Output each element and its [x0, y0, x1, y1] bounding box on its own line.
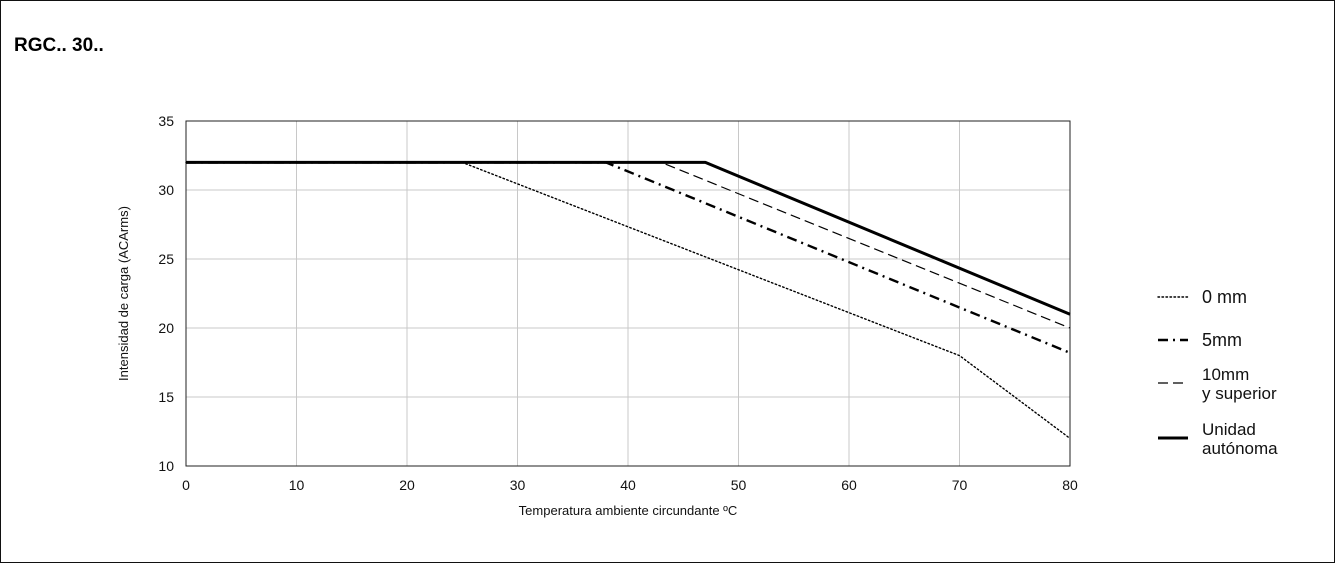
- y-axis-label: Intensidad de carga (ACArms): [116, 206, 131, 381]
- y-tick-label: 30: [158, 182, 174, 198]
- plot-area-border: [185, 120, 1071, 467]
- y-tick-label: 35: [158, 113, 174, 129]
- legend-label-3: Unidad: [1202, 420, 1256, 439]
- series-lines: [185, 160, 1071, 440]
- legend-label-1: 5mm: [1202, 330, 1242, 350]
- series-line-0: [185, 161, 1071, 440]
- x-tick-label: 20: [399, 477, 415, 493]
- x-tick-label: 70: [952, 477, 968, 493]
- y-tick-label: 10: [158, 458, 174, 474]
- x-tick-label: 80: [1062, 477, 1078, 493]
- x-tick-label: 50: [731, 477, 747, 493]
- y-tick-label: 20: [158, 320, 174, 336]
- figure-heading: RGC.. 30..: [14, 35, 104, 56]
- x-axis-ticks: 0 10 20 30 40 50 60 70 80: [182, 477, 1078, 493]
- x-axis-label: Temperatura ambiente circundante ºC: [519, 503, 738, 518]
- x-tick-label: 40: [620, 477, 636, 493]
- y-tick-label: 25: [158, 251, 174, 267]
- legend-label-2: y superior: [1202, 384, 1277, 403]
- x-tick-label: 0: [182, 477, 190, 493]
- legend-label-0: 0 mm: [1202, 287, 1247, 307]
- x-tick-label: 60: [841, 477, 857, 493]
- legend-label-3: autónoma: [1202, 439, 1278, 458]
- y-axis-ticks: 10 15 20 25 30 35: [158, 113, 174, 474]
- x-tick-label: 10: [289, 477, 305, 493]
- x-tick-label: 30: [510, 477, 526, 493]
- legend-label-2: 10mm: [1202, 365, 1249, 384]
- y-tick-label: 15: [158, 389, 174, 405]
